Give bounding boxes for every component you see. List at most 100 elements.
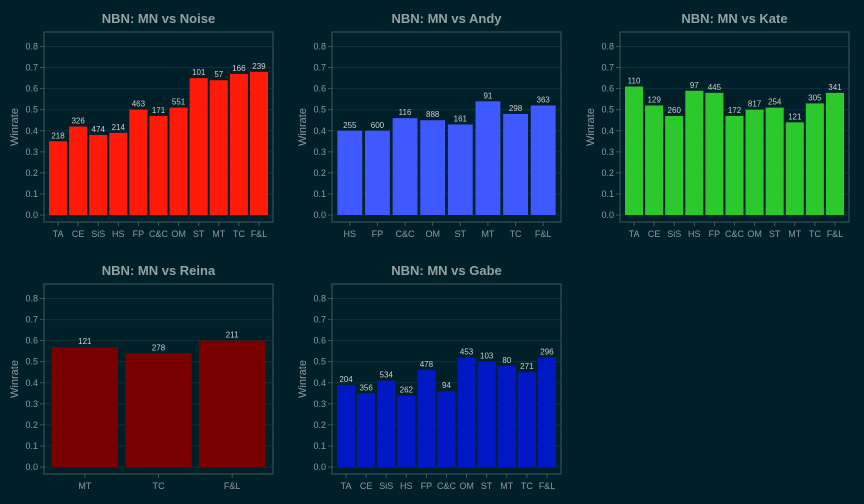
bar-data-label: 116 bbox=[399, 108, 412, 117]
bar bbox=[447, 124, 473, 215]
x-tick-label: SiS bbox=[667, 229, 681, 239]
y-tick-label: 0.1 bbox=[25, 441, 38, 451]
x-tick-label: FP bbox=[133, 229, 145, 239]
y-tick-label: 0.0 bbox=[313, 210, 326, 220]
y-axis-label: Winrate bbox=[297, 108, 309, 146]
x-tick-label: HS bbox=[400, 481, 413, 491]
x-tick-label: TA bbox=[341, 481, 352, 491]
y-tick-label: 0.7 bbox=[601, 63, 614, 73]
x-tick-label: TC bbox=[521, 481, 533, 491]
y-tick-label: 0.4 bbox=[313, 378, 326, 388]
x-tick-label: OM bbox=[171, 229, 186, 239]
bar bbox=[785, 122, 804, 215]
bar-data-label: 356 bbox=[359, 383, 373, 392]
chart-title: NBN: MN vs Gabe bbox=[391, 263, 502, 278]
y-tick-label: 0.8 bbox=[601, 42, 614, 52]
x-tick-label: F&L bbox=[224, 481, 241, 491]
bar-data-label: 817 bbox=[748, 100, 762, 109]
y-axis-label: Winrate bbox=[585, 108, 597, 146]
bar bbox=[497, 365, 516, 467]
y-axis-label: Winrate bbox=[297, 360, 309, 398]
bar bbox=[129, 109, 148, 215]
y-tick-label: 0.3 bbox=[25, 399, 38, 409]
bar bbox=[725, 116, 744, 215]
bar bbox=[537, 357, 556, 467]
y-tick-label: 0.8 bbox=[25, 294, 38, 304]
bar bbox=[377, 380, 396, 467]
bar bbox=[189, 78, 208, 215]
x-tick-label: FP bbox=[421, 481, 433, 491]
y-tick-label: 0.0 bbox=[601, 210, 614, 220]
bar bbox=[417, 370, 436, 467]
chart-title: NBN: MN vs Kate bbox=[681, 11, 787, 26]
bar bbox=[825, 92, 844, 215]
chart-title: NBN: MN vs Reina bbox=[102, 263, 216, 278]
bar-data-label: 363 bbox=[537, 95, 551, 104]
bar bbox=[705, 92, 724, 215]
bar-data-label: 166 bbox=[232, 64, 246, 73]
bar bbox=[685, 90, 704, 215]
y-tick-label: 0.8 bbox=[313, 42, 326, 52]
chart-title: NBN: MN vs Andy bbox=[391, 11, 502, 26]
bar bbox=[645, 105, 664, 215]
x-tick-label: FP bbox=[372, 229, 384, 239]
x-tick-label: CE bbox=[360, 481, 373, 491]
bar bbox=[765, 107, 784, 215]
chart-panel-0: 0.0 0.1 0.2 0.3 0.4 0.5 0.6 0.7 0.8 218 TA 326 CE 474… bbox=[9, 11, 274, 239]
x-tick-label: OM bbox=[459, 481, 474, 491]
y-tick-label: 0.5 bbox=[313, 357, 326, 367]
y-tick-label: 0.7 bbox=[313, 63, 326, 73]
x-tick-label: C&C bbox=[396, 229, 416, 239]
y-tick-label: 0.8 bbox=[313, 294, 326, 304]
bar-data-label: 341 bbox=[828, 83, 842, 92]
bar-data-label: 600 bbox=[371, 121, 385, 130]
chart-panel-4: 0.0 0.1 0.2 0.3 0.4 0.5 0.6 0.7 0.8 204 TA 356 CE 534… bbox=[297, 263, 562, 491]
y-tick-label: 0.6 bbox=[601, 84, 614, 94]
bar-data-label: 94 bbox=[442, 381, 451, 390]
bar bbox=[337, 130, 363, 215]
bar-data-label: 57 bbox=[214, 70, 223, 79]
y-axis-label: Winrate bbox=[9, 108, 21, 146]
bar bbox=[51, 346, 118, 467]
bar bbox=[530, 105, 556, 215]
bar-data-label: 91 bbox=[483, 91, 492, 100]
y-tick-label: 0.3 bbox=[601, 147, 614, 157]
y-tick-label: 0.0 bbox=[25, 462, 38, 472]
x-tick-label: OM bbox=[747, 229, 762, 239]
y-tick-label: 0.4 bbox=[313, 126, 326, 136]
bar bbox=[89, 134, 108, 215]
bar bbox=[125, 353, 192, 467]
bar bbox=[337, 384, 356, 467]
bar-data-label: 453 bbox=[460, 347, 474, 356]
y-tick-label: 0.2 bbox=[601, 168, 614, 178]
bar-data-label: 80 bbox=[502, 356, 511, 365]
bar-data-label: 239 bbox=[252, 62, 266, 71]
bar-data-label: 97 bbox=[690, 81, 699, 90]
bar bbox=[625, 86, 644, 216]
y-tick-label: 0.2 bbox=[25, 168, 38, 178]
bar-data-label: 171 bbox=[152, 106, 166, 115]
y-axis-label: Winrate bbox=[9, 360, 21, 398]
bar-data-label: 298 bbox=[509, 104, 523, 113]
bar-data-label: 161 bbox=[454, 114, 468, 123]
bar-data-label: 474 bbox=[92, 125, 106, 134]
bar-data-label: 204 bbox=[339, 375, 353, 384]
x-tick-label: FP bbox=[709, 229, 721, 239]
bar-data-label: 214 bbox=[112, 123, 126, 132]
bar bbox=[365, 130, 390, 215]
bar-data-label: 305 bbox=[808, 93, 822, 102]
x-tick-label: TA bbox=[629, 229, 640, 239]
bar bbox=[805, 103, 824, 215]
x-tick-label: MT bbox=[78, 481, 91, 491]
y-tick-label: 0.3 bbox=[25, 147, 38, 157]
y-tick-label: 0.5 bbox=[313, 105, 326, 115]
y-tick-label: 0.3 bbox=[313, 147, 326, 157]
bar-data-label: 888 bbox=[426, 110, 440, 119]
y-tick-label: 0.0 bbox=[25, 210, 38, 220]
y-tick-label: 0.1 bbox=[313, 441, 326, 451]
y-tick-label: 0.4 bbox=[601, 126, 614, 136]
y-tick-label: 0.6 bbox=[25, 336, 38, 346]
bar bbox=[209, 80, 228, 215]
bar-data-label: 551 bbox=[172, 98, 186, 107]
bar bbox=[249, 71, 268, 215]
